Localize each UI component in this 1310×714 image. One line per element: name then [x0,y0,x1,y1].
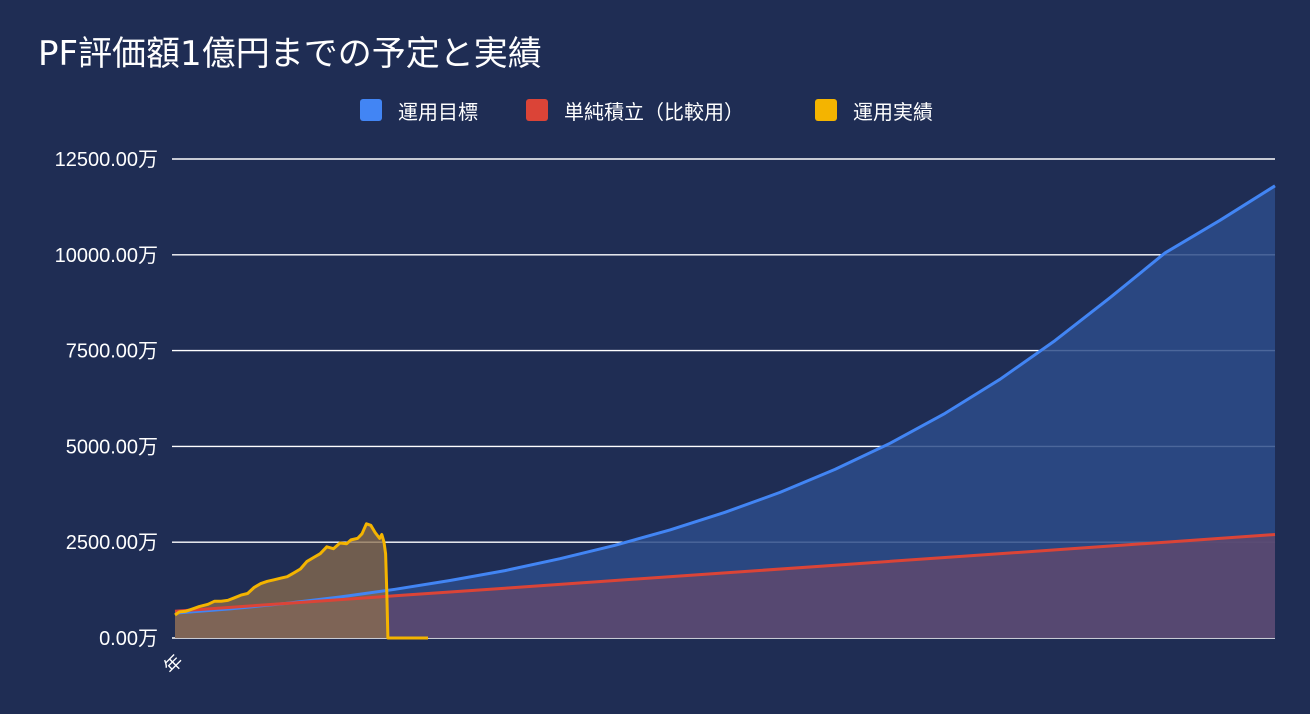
y-tick-label: 0.00万 [99,628,158,650]
series-area [175,185,1275,639]
legend-swatch-actual [815,99,837,121]
legend-swatch-simple [526,99,548,121]
y-tick-label: 7500.00万 [66,341,158,363]
legend-item-simple[interactable]: 単純積立（比較用） [526,94,744,126]
legend-item-actual[interactable]: 運用実績 [815,94,933,126]
series-line [174,533,1276,613]
y-tick-label: 5000.00万 [66,436,158,458]
legend: 運用目標 単純積立（比較用） 運用実績 [0,94,1310,126]
y-tick-label: 2500.00万 [66,532,158,554]
legend-item-goal[interactable]: 運用目標 [360,94,478,126]
chart-title: PF評価額1億円までの予定と実績 [38,34,542,74]
x-tick-label: 年 [160,651,188,679]
legend-label-simple: 単純積立（比較用） [564,99,744,124]
legend-label-goal: 運用目標 [398,99,478,124]
y-tick-label: 12500.00万 [55,149,158,171]
series-line [174,522,428,640]
legend-label-actual: 運用実績 [853,99,933,124]
series-area [175,534,1275,638]
series-line [174,184,1276,615]
legend-swatch-goal [360,99,382,121]
y-tick-label: 10000.00万 [55,245,158,267]
